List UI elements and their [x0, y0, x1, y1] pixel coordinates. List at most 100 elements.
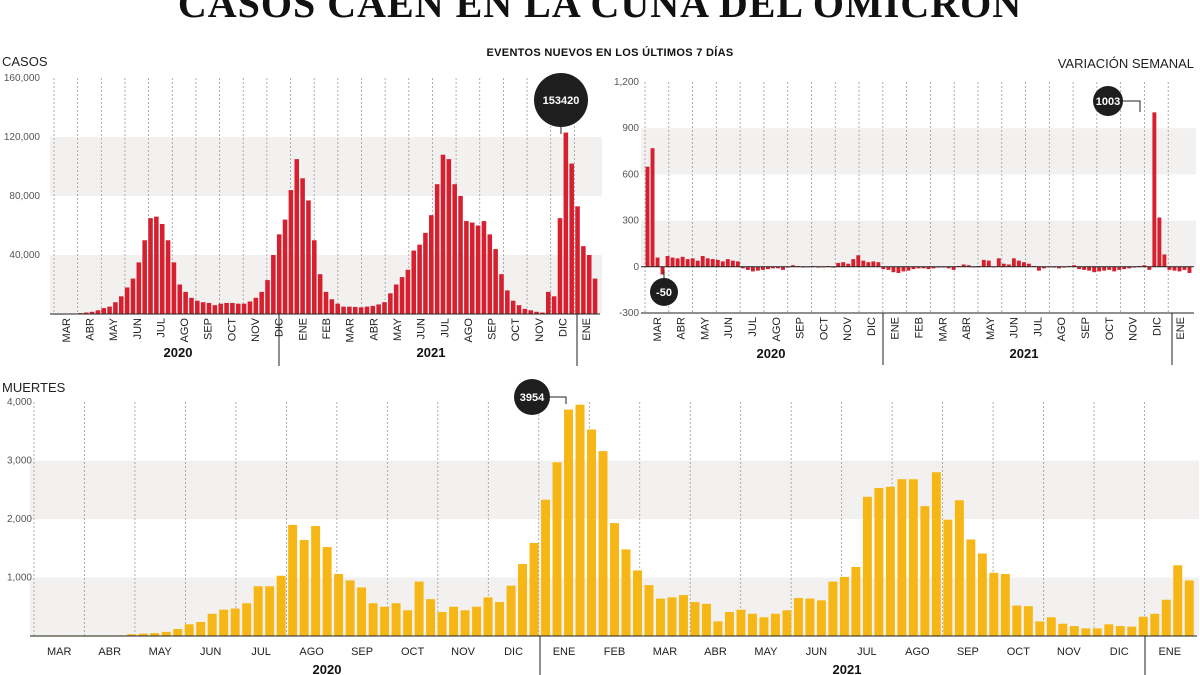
callout-leader	[1123, 100, 1141, 112]
callout-label: -50	[656, 287, 672, 299]
month-label: OCT	[1007, 646, 1031, 658]
bar	[1006, 264, 1011, 267]
bar	[782, 610, 792, 636]
bar	[1157, 217, 1162, 267]
bar	[846, 263, 851, 267]
bar	[791, 265, 795, 267]
bar	[334, 573, 344, 636]
month-label: NOV	[250, 317, 262, 342]
bar	[655, 598, 665, 636]
callout-min-variation	[650, 278, 678, 306]
bar	[460, 610, 470, 636]
bar	[1023, 606, 1033, 636]
bar	[851, 566, 861, 636]
bar	[897, 479, 907, 636]
bar	[705, 258, 710, 267]
bar	[886, 266, 891, 270]
bar	[101, 308, 107, 314]
bar	[300, 178, 305, 314]
bar	[364, 306, 370, 314]
month-label: OCT	[818, 317, 830, 341]
bar	[678, 595, 688, 636]
panel-title: MUERTES	[2, 380, 66, 395]
bar	[920, 506, 930, 636]
month-label: AGO	[179, 318, 191, 343]
bar	[130, 278, 136, 314]
bar	[458, 196, 463, 314]
bar	[735, 261, 740, 267]
month-label: JUN	[416, 318, 428, 339]
bar	[506, 585, 516, 636]
bar	[966, 265, 971, 267]
bar	[916, 266, 921, 269]
month-label: JUN	[132, 318, 144, 339]
bar	[740, 266, 745, 269]
bar	[317, 274, 323, 314]
bar	[403, 610, 413, 636]
month-label: MAR	[653, 646, 678, 658]
y-tick-label: 120,000	[4, 132, 41, 143]
bar	[83, 312, 89, 314]
bar	[581, 246, 586, 314]
y-tick-label: -300	[619, 308, 639, 319]
bar	[730, 260, 735, 267]
bar	[241, 303, 247, 314]
month-label: OCT	[1104, 317, 1116, 341]
bar	[793, 597, 803, 636]
bar	[1115, 626, 1125, 636]
bar	[700, 256, 705, 267]
y-tick-label: 80,000	[9, 191, 40, 202]
bar	[836, 262, 841, 267]
y-tick-label: 600	[622, 169, 639, 180]
bar	[921, 266, 926, 269]
month-label: DIC	[1110, 646, 1129, 658]
bar	[931, 472, 941, 636]
bar	[271, 255, 276, 314]
bar	[755, 266, 760, 271]
bar	[352, 306, 358, 314]
bar	[1173, 565, 1183, 636]
panel-title: VARIACIÓN SEMANAL	[1058, 56, 1194, 71]
bar	[522, 308, 528, 314]
bar	[247, 301, 253, 314]
bar	[265, 280, 270, 314]
bar	[908, 479, 918, 636]
bar	[1138, 616, 1148, 636]
month-label: NOV	[842, 316, 854, 341]
bar	[276, 234, 282, 314]
bar	[551, 296, 557, 314]
bar	[118, 296, 124, 314]
chart-subtitle: EVENTOS NUEVOS EN LOS ÚLTIMOS 7 DÍAS	[486, 47, 734, 59]
bar	[446, 159, 452, 314]
bar	[587, 429, 596, 636]
bar	[161, 631, 171, 636]
bar	[1104, 624, 1114, 636]
bar	[475, 225, 481, 314]
bar	[437, 612, 447, 636]
bar	[575, 404, 585, 636]
y-tick-label: 1,000	[7, 573, 32, 584]
bar	[335, 303, 340, 314]
month-label: JUL	[857, 646, 877, 658]
bar	[981, 259, 986, 267]
bar	[1172, 266, 1177, 271]
bar	[184, 624, 194, 636]
bar	[452, 184, 457, 314]
bar	[951, 266, 956, 270]
month-label: MAR	[652, 317, 664, 342]
bar	[224, 302, 229, 314]
bar	[148, 218, 153, 314]
bar	[528, 310, 534, 314]
bar	[253, 297, 259, 314]
bar	[660, 266, 665, 275]
bar	[235, 303, 241, 314]
month-label: NOV	[451, 646, 476, 658]
bar	[230, 608, 240, 636]
month-label: JUL	[439, 318, 451, 338]
year-label: 2020	[164, 345, 193, 360]
month-label: MAR	[937, 317, 949, 342]
bar	[173, 628, 183, 636]
month-label: ENE	[1175, 317, 1187, 340]
bar	[183, 291, 188, 314]
bar	[276, 575, 286, 636]
